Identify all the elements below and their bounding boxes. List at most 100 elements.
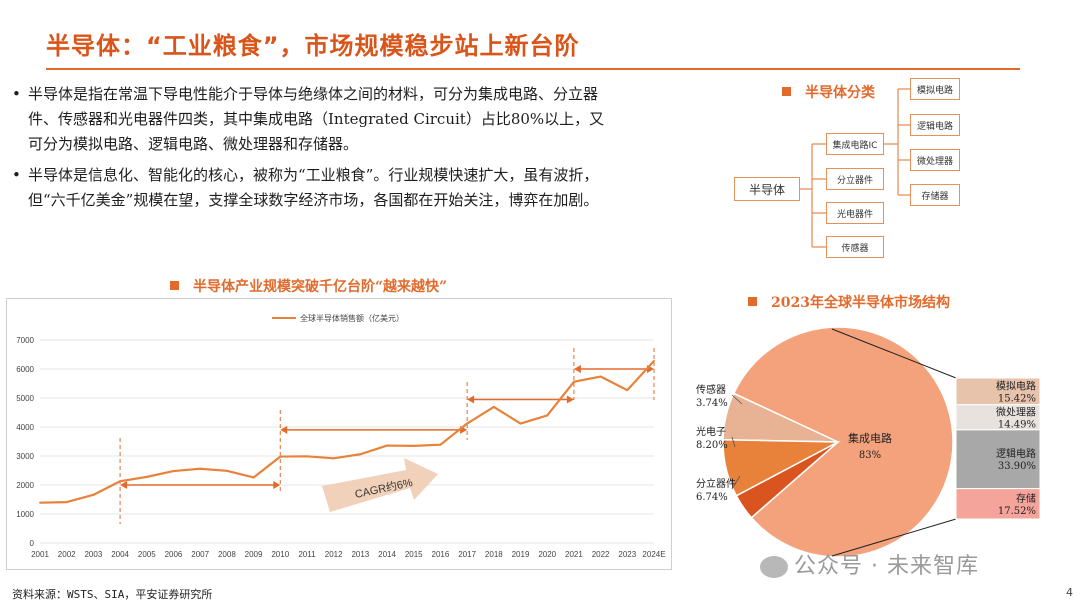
y-tick-label: 3000 [16, 452, 34, 461]
pie-label: 传感器 [696, 383, 726, 396]
data-point [252, 476, 255, 479]
y-tick-label: 5000 [16, 394, 34, 403]
data-point [199, 467, 202, 470]
watermark: 公众号 · 未来智库 [760, 548, 979, 580]
bullet-text: 半导体是信息化、智能化的核心，被称为“工业粮食”。行业规模快速扩大，虽有波折，但… [28, 166, 599, 209]
data-point [599, 375, 602, 378]
period-arrowhead [566, 395, 574, 404]
breakdown-label: 存储 [1016, 492, 1036, 505]
y-tick-label: 0 [30, 539, 35, 548]
page-number: 4 [1066, 586, 1073, 599]
x-tick-label: 2012 [325, 550, 343, 559]
class-node-root: 半导体 [734, 177, 800, 201]
x-tick-label: 2020 [538, 550, 556, 559]
data-point [492, 406, 495, 408]
pie-slice [735, 441, 839, 519]
breakdown-segment [955, 488, 1041, 520]
period-arrowhead [573, 365, 581, 373]
series-line [39, 360, 655, 504]
x-tick-label: 2018 [485, 550, 503, 559]
breakdown-label: 模拟电路 [996, 379, 1036, 392]
data-point [412, 444, 415, 447]
data-point [225, 469, 228, 472]
y-tick-label: 1000 [16, 510, 34, 519]
x-tick-label: 2019 [512, 550, 530, 559]
x-tick-label: 2007 [191, 550, 209, 559]
data-point [65, 501, 68, 504]
bullet-text: 半导体是指在常温下导电性能介于导体与绝缘体之间的材料，可分为集成电路、分立器件、… [28, 85, 605, 153]
line-chart-frame [6, 298, 672, 570]
x-tick-label: 2016 [432, 550, 450, 559]
breakdown-value: 14.49% [998, 419, 1036, 430]
data-point [439, 443, 442, 446]
class-node-optoelectronic: 光电器件 [826, 202, 884, 224]
pie-value: 8.20% [696, 440, 728, 451]
period-arrowhead [273, 481, 281, 489]
y-tick-label: 7000 [16, 336, 34, 345]
cagr-arrow-shape [322, 458, 438, 512]
class-node-analog: 模拟电路 [910, 78, 960, 100]
data-point [359, 453, 362, 456]
pie-value: 83% [859, 450, 881, 461]
breakdown-label: 微处理器 [996, 405, 1036, 418]
breakdown-value: 33.90% [998, 461, 1036, 472]
breakdown-label: 逻辑电路 [996, 447, 1036, 460]
data-point [306, 455, 308, 458]
breakdown-value: 15.42% [998, 393, 1036, 404]
bullet-dot-icon: • [12, 166, 21, 184]
pie-slice [732, 326, 954, 558]
x-tick-label: 2003 [84, 550, 102, 559]
data-point [92, 493, 95, 496]
x-tick-label: 2004 [111, 550, 129, 559]
x-tick-label: 2022 [592, 550, 610, 559]
pie-leader-line [731, 394, 743, 405]
y-tick-label: 2000 [16, 481, 34, 490]
class-node-discrete: 分立器件 [826, 168, 884, 190]
bullet-dot-icon: • [12, 85, 21, 103]
x-tick-label: 2006 [165, 550, 183, 559]
class-node-memory: 存储器 [910, 184, 960, 206]
legend-label: 全球半导体销售额（亿美元） [300, 313, 404, 323]
x-tick-label: 2013 [351, 550, 369, 559]
x-tick-label: 2009 [245, 550, 263, 559]
breakdown-connector [831, 328, 957, 379]
pie-value: 6.74% [696, 492, 728, 503]
classification-connectors [800, 88, 910, 248]
period-arrowhead [120, 481, 128, 489]
x-tick-label: 2005 [138, 550, 156, 559]
data-point [519, 422, 522, 425]
x-tick-label: 2001 [31, 550, 49, 559]
x-tick-label: 2023 [618, 550, 636, 559]
data-point [626, 389, 629, 392]
y-tick-label: 4000 [16, 423, 34, 432]
data-point [332, 457, 335, 460]
x-tick-label: 2008 [218, 550, 236, 559]
x-tick-label: 2014 [378, 550, 396, 559]
period-arrowhead [280, 425, 288, 434]
class-node-logic: 逻辑电路 [910, 114, 960, 136]
classification-heading: 半导体分类 [782, 82, 875, 102]
data-point [466, 422, 469, 425]
bullet-item: • 半导体是信息化、智能化的核心，被称为“工业粮食”。行业规模快速扩大，虽有波折… [12, 163, 612, 213]
pie-label: 光电子 [696, 425, 726, 438]
data-point [145, 475, 148, 478]
x-tick-label: 2002 [58, 550, 76, 559]
data-point [573, 380, 575, 383]
title-divider [46, 68, 1020, 70]
x-tick-label: 2024E [642, 550, 665, 559]
square-bullet-icon [782, 86, 791, 96]
x-tick-label: 2011 [298, 550, 316, 559]
x-tick-label: 2015 [405, 550, 423, 559]
x-tick-label: 2010 [271, 550, 289, 559]
data-point [119, 480, 121, 483]
square-bullet-icon [748, 296, 757, 306]
data-point [386, 444, 388, 447]
period-arrowhead [467, 395, 475, 404]
y-tick-label: 6000 [16, 365, 34, 374]
pie-label: 集成电路 [848, 431, 892, 445]
pie-chart-heading: 2023年全球半导体市场结构 [748, 292, 950, 312]
breakdown-value: 17.52% [998, 506, 1036, 517]
